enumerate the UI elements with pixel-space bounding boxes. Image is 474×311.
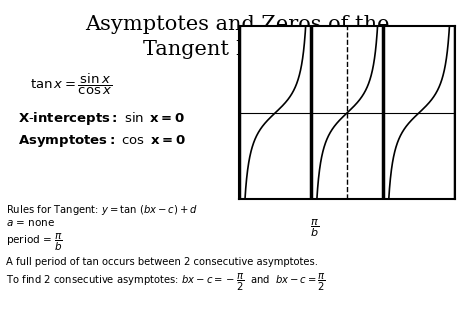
Text: period = $\dfrac{\pi}{b}$: period = $\dfrac{\pi}{b}$ [6, 232, 63, 253]
Text: $\dfrac{\pi}{b}$: $\dfrac{\pi}{b}$ [310, 218, 319, 239]
Text: $\bf{Asymptotes:\ \cos\ x = 0}$: $\bf{Asymptotes:\ \cos\ x = 0}$ [18, 133, 186, 149]
Text: $\bf{X\text{-}intercepts:\ \sin}$$\bf{\ x = 0}$: $\bf{X\text{-}intercepts:\ \sin}$$\bf{\ … [18, 110, 185, 127]
Text: Asymptotes and Zeros of the: Asymptotes and Zeros of the [85, 15, 389, 34]
Text: To find 2 consecutive asymptotes: $bx - c = -\dfrac{\pi}{2}$  and  $bx - c = \df: To find 2 consecutive asymptotes: $bx - … [6, 272, 326, 293]
Text: $a$ = none: $a$ = none [6, 218, 55, 228]
Text: $\tan x = \dfrac{\sin x}{\cos x}$: $\tan x = \dfrac{\sin x}{\cos x}$ [30, 72, 112, 97]
Text: Tangent Function: Tangent Function [144, 40, 330, 59]
Text: A full period of tan occurs between 2 consecutive asymptotes.: A full period of tan occurs between 2 co… [6, 257, 318, 267]
Text: Rules for Tangent: $y = \tan\,(bx - c) + d$: Rules for Tangent: $y = \tan\,(bx - c) +… [6, 203, 198, 217]
